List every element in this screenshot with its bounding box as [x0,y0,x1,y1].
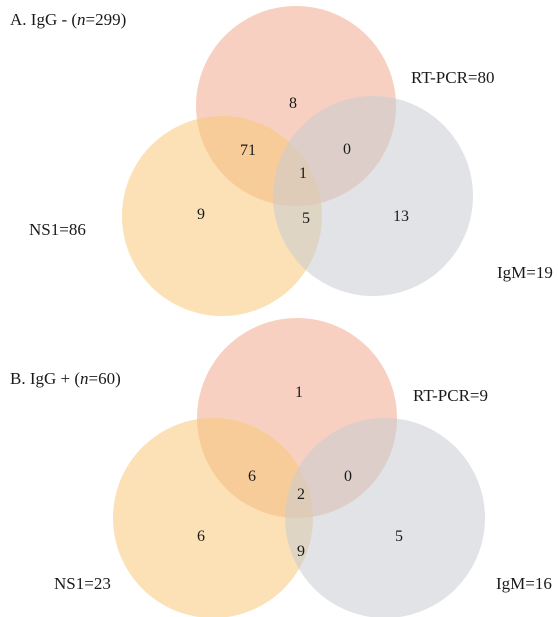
region-rt-pcr-only: 8 [289,95,297,112]
region-rt-pcr-ns1: 6 [248,468,256,485]
igm-circle [273,96,473,296]
region-all-three: 1 [299,165,307,182]
igm-label: IgM=19 [497,263,553,282]
panel-a-title: A. IgG - (n=299) [10,10,126,29]
region-ns1-igm: 5 [302,210,310,227]
region-ns1-igm: 9 [297,543,305,560]
region-rt-pcr-igm: 0 [343,141,351,158]
region-rt-pcr-igm: 0 [344,468,352,485]
igm-label: IgM=16 [496,574,552,593]
ns1-circle [113,418,313,617]
region-ns1-only: 6 [197,528,205,545]
panel-b: B. IgG + (n=60) 1 6 0 2 6 9 5 RT-PCR=9 N… [10,318,552,617]
region-ns1-only: 9 [197,206,205,223]
panel-a: A. IgG - (n=299) 8 71 0 1 9 5 13 RT-PCR=… [10,6,553,316]
igm-circle [285,418,485,617]
ns1-circle [122,116,322,316]
ns1-label: NS1=86 [29,220,86,239]
rt-pcr-label: RT-PCR=80 [411,68,495,87]
region-rt-pcr-ns1: 71 [240,142,256,159]
region-all-three: 2 [297,486,305,503]
region-igm-only: 13 [393,208,409,225]
panel-b-title: B. IgG + (n=60) [10,369,121,388]
region-igm-only: 5 [395,528,403,545]
ns1-label: NS1=23 [54,574,111,593]
region-rt-pcr-only: 1 [295,384,303,401]
rt-pcr-label: RT-PCR=9 [413,386,488,405]
